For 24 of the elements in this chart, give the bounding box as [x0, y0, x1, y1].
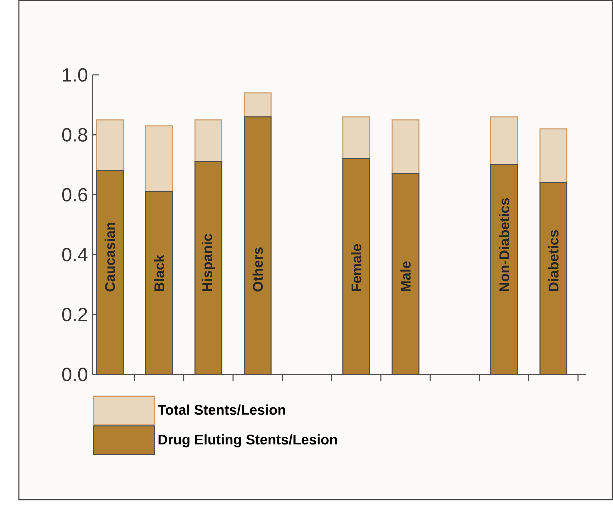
y-tick-label: 0.2	[62, 308, 88, 322]
y-tick-label: 0.4	[62, 248, 88, 262]
bar	[244, 92, 272, 118]
x-tick-label: Caucasian	[104, 222, 116, 292]
y-tick-label: 1.0	[63, 68, 88, 82]
x-tick-label: Non-Diabetics	[499, 198, 510, 292]
y-tick-label: 0.8	[62, 128, 88, 142]
x-tick-label: Male	[400, 261, 411, 292]
bar	[540, 128, 568, 184]
x-tick-label: Hispanic	[202, 234, 216, 292]
x-tick-label: Black	[154, 254, 165, 292]
legend-label: Drug Eluting Stents/Lesion	[158, 434, 338, 448]
bar	[392, 119, 420, 174]
bar	[490, 116, 518, 166]
y-tick-label: 0.6	[62, 188, 88, 202]
x-tick-label: Diabetics	[548, 230, 559, 292]
legend-label: Total Stents/Lesion	[158, 404, 286, 416]
bar	[194, 119, 223, 162]
x-tick-label: Others	[252, 248, 264, 292]
bar	[342, 116, 370, 160]
bar	[145, 125, 174, 192]
y-tick-label: 0.0	[62, 368, 88, 382]
x-tick-label: Female	[351, 244, 362, 292]
bar	[96, 119, 124, 172]
